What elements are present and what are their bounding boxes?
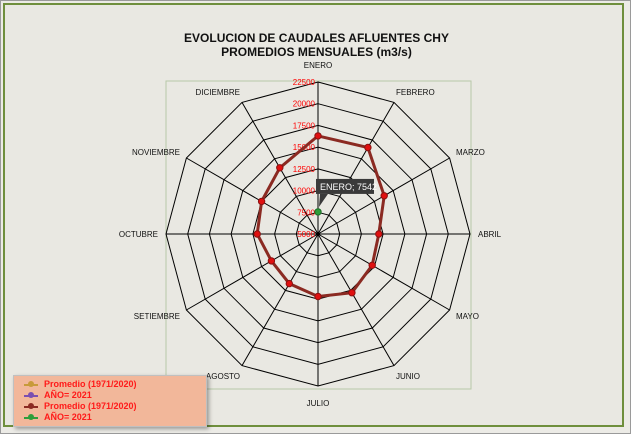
category-label: MAYO	[456, 312, 479, 321]
grid-spoke	[186, 233, 319, 311]
data-point[interactable]	[267, 257, 276, 265]
tick-label: 5000	[297, 230, 315, 239]
legend-label: Promedio (1971/2020)	[44, 401, 137, 411]
data-point[interactable]	[314, 132, 322, 140]
legend-swatch	[24, 392, 38, 398]
legend-label: AÑO= 2021	[44, 412, 92, 422]
tick-label: 22500	[293, 78, 316, 87]
tooltip-text: ENERO; 7542	[320, 182, 377, 192]
tooltip-box	[316, 178, 374, 194]
legend: Promedio (1971/2020) AÑO= 2021 Promedio (1…	[13, 375, 207, 427]
legend-marker	[28, 403, 34, 409]
category-label: NOVIEMBRE	[132, 148, 180, 157]
chart-subtitle: PROMEDIOS MENSUALES (m3/s)	[221, 45, 412, 59]
data-point[interactable]	[364, 143, 372, 152]
category-label: OCTUBRE	[119, 230, 158, 239]
data-point[interactable]	[276, 164, 284, 172]
chart-title: EVOLUCION DE CAUDALES AFLUENTES CHY	[184, 31, 449, 45]
category-label: MARZO	[456, 148, 485, 157]
category-label: JUNIO	[396, 372, 420, 381]
legend-marker	[28, 414, 34, 420]
legend-swatch	[24, 381, 38, 387]
series-line	[255, 134, 386, 299]
data-point[interactable]	[368, 261, 376, 269]
category-label: SETIEMBRE	[134, 312, 180, 321]
legend-item: AÑO= 2021	[24, 412, 92, 423]
tick-label: 12500	[293, 165, 316, 174]
tick-label: 7500	[297, 208, 315, 217]
category-label: DICIEMBRE	[196, 88, 240, 97]
legend-swatch	[24, 403, 38, 409]
grid-spoke	[317, 233, 395, 366]
data-point[interactable]	[375, 230, 383, 238]
legend-item: AÑO= 2021	[24, 390, 92, 401]
category-label: ABRIL	[478, 230, 502, 239]
data-point[interactable]	[348, 289, 356, 297]
tick-label: 20000	[293, 100, 316, 109]
data-point[interactable]	[253, 230, 261, 238]
data-point[interactable]	[314, 292, 322, 301]
grid-spoke	[241, 233, 319, 366]
data-point[interactable]	[314, 208, 322, 216]
tick-label: 17500	[293, 121, 316, 130]
legend-item: Promedio (1971/2020)	[24, 401, 137, 412]
grid-spoke	[317, 233, 450, 311]
chart-border	[3, 3, 624, 427]
legend-marker	[28, 392, 34, 398]
category-label: ENERO	[304, 61, 332, 70]
legend-swatch	[24, 414, 38, 420]
legend-label: AÑO= 2021	[44, 390, 92, 400]
category-label: FEBRERO	[396, 88, 435, 97]
category-label: AGOSTO	[206, 372, 240, 381]
data-point[interactable]	[257, 197, 266, 206]
data-point[interactable]	[380, 192, 388, 200]
grid-spoke	[317, 102, 395, 235]
tick-label: 10000	[293, 187, 316, 196]
category-label: JULIO	[307, 399, 330, 408]
legend-label: Promedio (1971/2020)	[44, 379, 137, 389]
tooltip-pointer	[319, 193, 328, 207]
legend-marker	[28, 381, 34, 387]
grid-spoke	[186, 157, 319, 235]
data-point[interactable]	[285, 279, 293, 288]
legend-item: Promedio (1971/2020)	[24, 379, 137, 390]
data-tooltip: ENERO; 7542	[316, 178, 377, 207]
